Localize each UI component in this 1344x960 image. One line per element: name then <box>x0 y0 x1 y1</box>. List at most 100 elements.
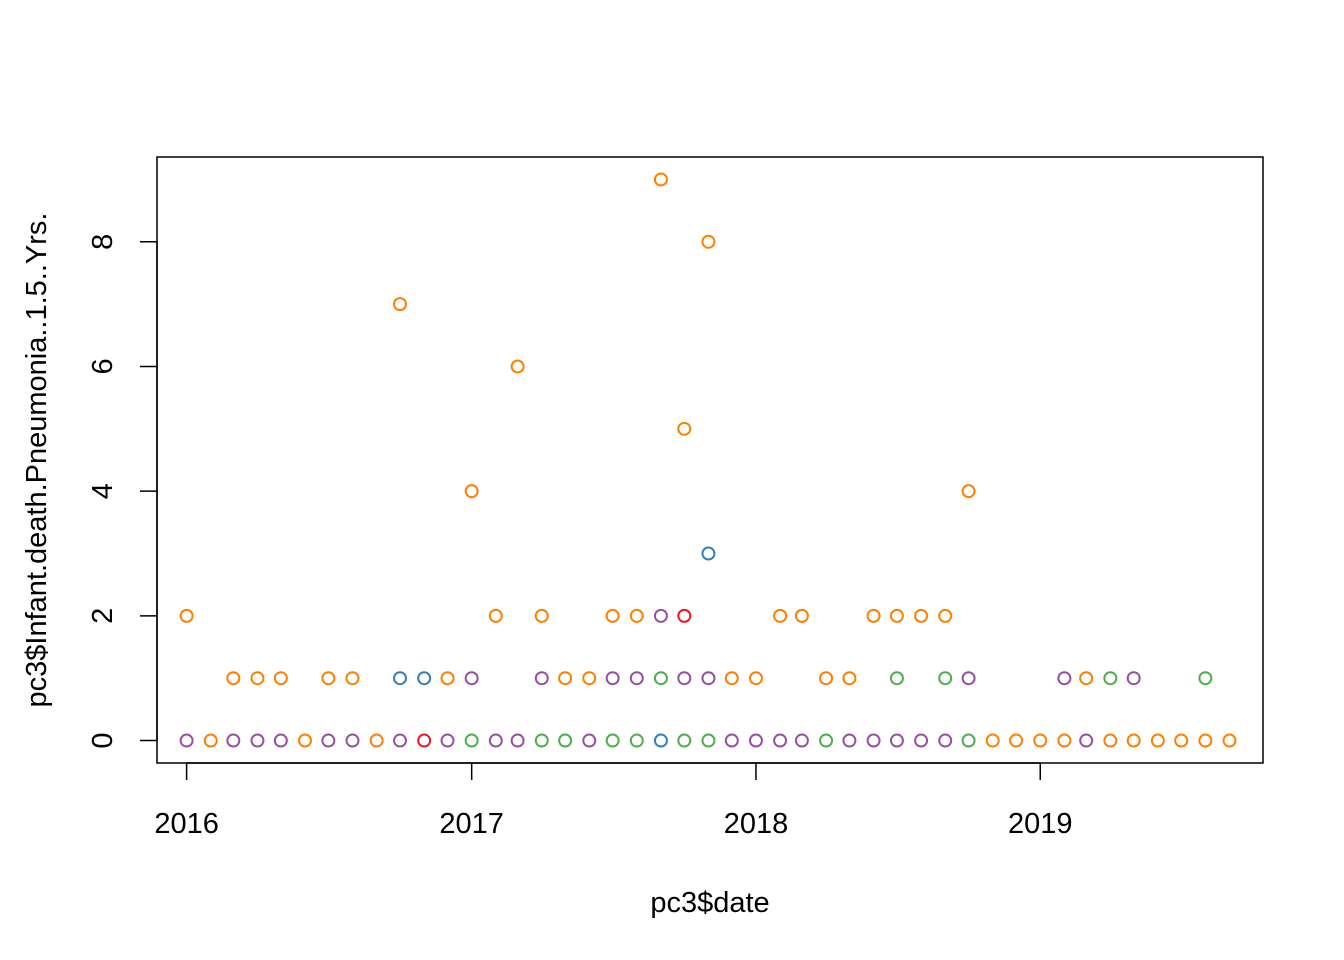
y-axis: 0 2 4 6 8 <box>87 234 158 749</box>
data-point-blue <box>393 671 408 686</box>
data-point-orange <box>724 671 739 686</box>
data-point-orange <box>961 484 976 499</box>
data-point-green <box>889 671 904 686</box>
data-point-orange <box>1009 733 1024 748</box>
data-point-green <box>605 733 620 748</box>
data-point-purple <box>534 671 549 686</box>
y-tick-label: 4 <box>87 483 119 499</box>
data-point-orange <box>1057 733 1072 748</box>
data-point-purple <box>464 671 479 686</box>
data-point-purple <box>488 733 503 748</box>
data-point-purple <box>748 733 763 748</box>
data-point-orange <box>1150 733 1165 748</box>
data-point-orange <box>1103 733 1118 748</box>
data-point-orange <box>345 671 360 686</box>
data-point-green <box>938 671 953 686</box>
data-point-green <box>653 671 668 686</box>
data-point-orange <box>773 608 788 623</box>
data-point-orange <box>393 297 408 312</box>
data-point-purple <box>179 733 194 748</box>
data-point-purple <box>345 733 360 748</box>
data-point-purple <box>321 733 336 748</box>
y-tick-label: 8 <box>87 234 119 250</box>
data-point-orange <box>677 421 692 436</box>
data-point-orange <box>819 671 834 686</box>
data-point-orange <box>321 671 336 686</box>
data-point-orange <box>464 484 479 499</box>
data-point-purple <box>961 671 976 686</box>
data-point-purple <box>938 733 953 748</box>
data-points <box>179 172 1237 748</box>
data-point-purple <box>510 733 525 748</box>
data-point-orange <box>510 359 525 374</box>
data-point-blue <box>653 733 668 748</box>
x-axis-title: pc3$date <box>650 887 769 919</box>
data-point-orange <box>1126 733 1141 748</box>
data-point-purple <box>226 733 241 748</box>
y-axis-title: pc3$Infant.death.Pneumonia..1.5..Yrs. <box>21 213 53 708</box>
data-point-orange <box>582 671 597 686</box>
data-point-orange <box>794 608 809 623</box>
data-point-green <box>1198 671 1213 686</box>
data-point-orange <box>488 608 503 623</box>
data-point-purple <box>794 733 809 748</box>
data-point-purple <box>914 733 929 748</box>
data-point-orange <box>226 671 241 686</box>
data-point-green <box>1103 671 1118 686</box>
data-point-red <box>417 733 432 748</box>
data-point-orange <box>748 671 763 686</box>
data-point-green <box>629 733 644 748</box>
data-point-blue <box>417 671 432 686</box>
data-point-orange <box>273 671 288 686</box>
data-point-orange <box>889 608 904 623</box>
data-point-green <box>961 733 976 748</box>
data-point-purple <box>605 671 620 686</box>
data-point-orange <box>1198 733 1213 748</box>
data-point-orange <box>653 172 668 187</box>
x-tick-label: 2017 <box>439 808 504 840</box>
data-point-purple <box>1057 671 1072 686</box>
data-point-green <box>534 733 549 748</box>
data-point-orange <box>440 671 455 686</box>
data-point-orange <box>179 608 194 623</box>
data-point-purple <box>393 733 408 748</box>
data-point-orange <box>842 671 857 686</box>
data-point-orange <box>369 733 384 748</box>
data-point-green <box>677 733 692 748</box>
data-point-green <box>819 733 834 748</box>
data-point-purple <box>677 671 692 686</box>
data-point-green <box>558 733 573 748</box>
data-point-orange <box>866 608 881 623</box>
data-point-purple <box>1079 733 1094 748</box>
data-point-blue <box>701 546 716 561</box>
data-point-purple <box>440 733 455 748</box>
data-point-purple <box>250 733 265 748</box>
data-point-orange <box>250 671 265 686</box>
y-tick-label: 2 <box>87 608 119 624</box>
x-tick-label: 2018 <box>724 808 789 840</box>
data-point-purple <box>701 671 716 686</box>
x-tick-label: 2016 <box>154 808 219 840</box>
data-point-orange <box>558 671 573 686</box>
data-point-purple <box>724 733 739 748</box>
data-point-orange <box>1033 733 1048 748</box>
data-point-purple <box>653 608 668 623</box>
data-point-orange <box>297 733 312 748</box>
data-point-orange <box>1174 733 1189 748</box>
data-point-purple <box>629 671 644 686</box>
data-point-purple <box>273 733 288 748</box>
data-point-purple <box>842 733 857 748</box>
data-point-purple <box>1126 671 1141 686</box>
data-point-green <box>701 733 716 748</box>
data-point-purple <box>866 733 881 748</box>
data-point-orange <box>938 608 953 623</box>
data-point-orange <box>1222 733 1237 748</box>
data-point-purple <box>889 733 904 748</box>
data-point-orange <box>629 608 644 623</box>
x-axis: 2016 2017 2018 2019 <box>154 762 1073 840</box>
data-point-orange <box>203 733 218 748</box>
data-point-purple <box>582 733 597 748</box>
data-point-orange <box>914 608 929 623</box>
data-point-orange <box>534 608 549 623</box>
